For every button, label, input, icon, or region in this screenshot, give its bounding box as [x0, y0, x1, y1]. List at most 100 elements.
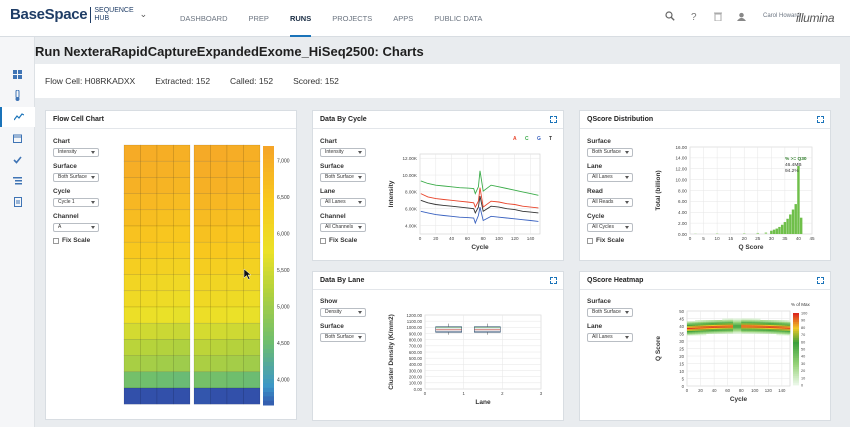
- fix-scale-checkbox[interactable]: Fix Scale: [587, 237, 633, 244]
- cycle-select[interactable]: Cycle 1: [53, 198, 99, 207]
- heatmap-cell: [754, 324, 758, 327]
- nav-public-data[interactable]: PUBLIC DATA: [434, 14, 483, 23]
- heatmap-cell: [781, 330, 785, 333]
- colorbar-tick-label: 10: [801, 376, 805, 380]
- heatmap-cell: [784, 327, 788, 330]
- heatmap-cell: [765, 324, 769, 327]
- nav-dashboard[interactable]: DASHBOARD: [180, 14, 228, 23]
- y-tick-label: 50: [679, 309, 684, 314]
- expand-icon[interactable]: [817, 277, 824, 284]
- heatmap-cell: [703, 320, 707, 322]
- heatmap-cell: [773, 321, 777, 324]
- sidebar-index-icon[interactable]: [0, 171, 35, 191]
- sidebar-thermometer-icon[interactable]: [0, 85, 35, 105]
- brand[interactable]: BaseSpace SEQUENCE HUB ⌄: [10, 6, 147, 23]
- flow-cell-tile: [193, 339, 211, 356]
- flow-cell-tile: [156, 144, 174, 162]
- nav-projects[interactable]: PROJECTS: [332, 14, 373, 23]
- flow-cell-tile: [243, 387, 261, 405]
- flow-cell-tile: [243, 258, 261, 275]
- colorbar-segment: [263, 348, 274, 354]
- read-select[interactable]: All Reads: [587, 198, 633, 207]
- lane-select[interactable]: All Lanes: [587, 333, 633, 342]
- sidebar-calendar-icon[interactable]: [0, 128, 35, 148]
- channel-select[interactable]: A: [53, 223, 99, 232]
- y-axis-label: Total (billion): [655, 170, 662, 210]
- heatmap-cell: [773, 326, 777, 328]
- sidebar-document-icon[interactable]: [0, 192, 35, 212]
- top-bar: BaseSpace SEQUENCE HUB ⌄ DASHBOARD PREP R…: [0, 0, 850, 37]
- chevron-down-icon[interactable]: ⌄: [139, 9, 148, 19]
- heatmap-cell: [719, 329, 723, 331]
- flow-cell-tile: [156, 160, 174, 178]
- show-select[interactable]: Density: [320, 308, 366, 317]
- surface-select[interactable]: Both Surface: [53, 173, 99, 182]
- flow-cell-chart[interactable]: 7,000 6,500 6,000 5,500 5,000 4,500 4,000: [46, 130, 296, 420]
- y-tick-label: 25: [679, 346, 684, 351]
- heatmap-cell: [743, 320, 747, 322]
- lane-select[interactable]: All Lanes: [587, 173, 633, 182]
- flow-cell-tile: [243, 290, 261, 308]
- heatmap-cell: [705, 327, 709, 330]
- qscore-bar: [772, 229, 776, 234]
- heatmap-cell: [722, 321, 726, 324]
- heatmap-cell: [762, 332, 766, 334]
- heatmap-cell: [754, 320, 758, 322]
- panel-title: Flow Cell Chart: [46, 111, 296, 129]
- y-tick-label: 16.00: [676, 145, 688, 150]
- flow-cell-tile: [210, 177, 228, 194]
- surface-select[interactable]: Both Surface: [320, 333, 366, 342]
- heatmap-cell: [784, 333, 788, 336]
- colorbar-segment: [793, 336, 799, 339]
- nav-apps[interactable]: APPS: [393, 14, 414, 23]
- channel-select[interactable]: All Channels: [320, 223, 366, 232]
- flow-cell-tile: [210, 371, 228, 389]
- colorbar-tick-label: 40: [801, 355, 805, 359]
- fix-scale-checkbox[interactable]: Fix Scale: [320, 237, 366, 244]
- heatmap-cell: [733, 320, 737, 322]
- heatmap-cell: [776, 333, 780, 336]
- user-menu[interactable]: Carol Howard: [737, 12, 800, 21]
- search-icon[interactable]: [665, 11, 675, 21]
- nav-runs[interactable]: RUNS: [289, 0, 312, 37]
- colorbar-segment: [263, 335, 274, 341]
- qscore-bar: [791, 209, 795, 234]
- heatmap-cell: [705, 321, 709, 324]
- lane-select[interactable]: All Lanes: [320, 198, 366, 207]
- heatmap-cell: [697, 332, 701, 334]
- heatmap-cell: [741, 330, 745, 333]
- panel-title: Data By Lane: [320, 277, 365, 284]
- heatmap-cell: [760, 327, 764, 330]
- heatmap-cell: [727, 320, 731, 322]
- heatmap-cell: [716, 320, 720, 322]
- surface-select[interactable]: Both Surface: [587, 308, 633, 317]
- sidebar-check-icon[interactable]: [0, 150, 35, 170]
- help-icon[interactable]: ?: [689, 11, 699, 21]
- sidebar-charts-icon[interactable]: [0, 107, 35, 127]
- expand-icon[interactable]: [817, 116, 824, 123]
- fix-scale-checkbox[interactable]: Fix Scale: [53, 237, 99, 244]
- cycle-select[interactable]: All Cycles: [587, 223, 633, 232]
- expand-icon[interactable]: [550, 116, 557, 123]
- chart-select[interactable]: Intensity: [53, 148, 99, 157]
- heatmap-cell: [743, 330, 747, 333]
- heatmap-cell: [716, 330, 720, 333]
- surface-select[interactable]: Both Surface: [587, 148, 633, 157]
- colorbar-segment: [793, 349, 799, 352]
- chart-select[interactable]: Intensity: [320, 148, 366, 157]
- sidebar-grid-icon[interactable]: [0, 64, 35, 84]
- flow-cell-id: Flow Cell: H08RKADXX: [45, 76, 136, 86]
- surface-select[interactable]: Both Surface: [320, 173, 366, 182]
- y-tick-label: 6.00K: [405, 207, 418, 212]
- nav-prep[interactable]: PREP: [248, 14, 269, 23]
- heatmap-cell: [727, 323, 731, 325]
- expand-icon[interactable]: [550, 277, 557, 284]
- trash-icon[interactable]: [713, 11, 723, 21]
- data-by-cycle-chart[interactable]: 4.00K 6.00K 8.00K 10.00K 12.00K 0 20 40 60 80 100 1…: [313, 130, 563, 260]
- qscore-distribution-chart[interactable]: 0.00 2.00 4.00 6.00 8.00 10.00 12.00 14.00 16.00…: [580, 130, 830, 260]
- heatmap-cell: [695, 327, 699, 330]
- heatmap-cell: [733, 326, 737, 328]
- heatmap-cell: [768, 326, 772, 328]
